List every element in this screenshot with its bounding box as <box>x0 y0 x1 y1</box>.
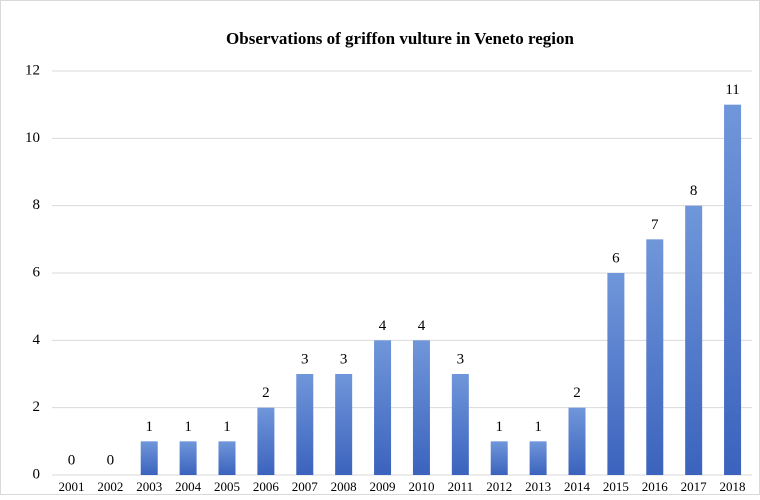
x-tick-label: 2004 <box>175 479 202 494</box>
chart-title: Observations of griffon vulture in Venet… <box>226 29 574 48</box>
bar <box>685 205 703 475</box>
bar <box>374 340 392 475</box>
x-tick-label: 2017 <box>681 479 708 494</box>
x-tick-label: 2007 <box>292 479 319 494</box>
data-label: 11 <box>725 82 739 98</box>
bar <box>607 273 625 475</box>
bar <box>646 239 664 475</box>
data-label: 8 <box>690 183 698 199</box>
data-label: 1 <box>495 419 503 435</box>
bar <box>296 374 314 475</box>
x-tick-label: 2012 <box>486 479 512 494</box>
x-tick-label: 2003 <box>136 479 162 494</box>
y-tick-label: 0 <box>33 466 41 482</box>
x-tick-label: 2009 <box>370 479 396 494</box>
bar <box>218 441 236 475</box>
bar <box>724 104 742 476</box>
x-tick-label: 2018 <box>720 479 746 494</box>
x-tick-label: 2010 <box>408 479 434 494</box>
data-label: 1 <box>223 419 231 435</box>
bar <box>568 407 586 475</box>
y-tick-label: 4 <box>33 332 41 348</box>
x-tick-label: 2005 <box>214 479 240 494</box>
y-tick-label: 8 <box>33 197 41 213</box>
x-tick-label: 2013 <box>525 479 551 494</box>
y-tick-label: 12 <box>25 62 40 78</box>
y-tick-label: 2 <box>33 399 41 415</box>
data-label: 3 <box>340 351 348 367</box>
y-tick-label: 10 <box>25 130 40 146</box>
y-tick-label: 6 <box>33 264 41 280</box>
bar <box>529 441 547 475</box>
x-tick-label: 2008 <box>331 479 357 494</box>
bar <box>412 340 430 475</box>
bar <box>257 407 275 475</box>
data-label: 3 <box>457 351 465 367</box>
x-tick-label: 2011 <box>448 479 474 494</box>
bar <box>335 374 353 475</box>
data-label: 2 <box>262 385 270 401</box>
data-label: 2 <box>573 385 581 401</box>
bar <box>179 441 197 475</box>
data-label: 6 <box>612 250 620 266</box>
data-label: 1 <box>184 419 192 435</box>
data-label: 0 <box>107 452 115 468</box>
data-label: 4 <box>418 318 426 334</box>
data-label: 3 <box>301 351 309 367</box>
bar <box>140 441 158 475</box>
bar <box>451 374 469 475</box>
data-label: 4 <box>379 318 387 334</box>
x-tick-label: 2001 <box>58 479 84 494</box>
data-label: 0 <box>68 452 76 468</box>
x-tick-label: 2016 <box>642 479 669 494</box>
data-label: 7 <box>651 217 659 233</box>
x-tick-label: 2006 <box>253 479 280 494</box>
data-label: 1 <box>145 419 153 435</box>
bar <box>490 441 508 475</box>
x-tick-label: 2002 <box>97 479 123 494</box>
x-tick-label: 2015 <box>603 479 629 494</box>
data-label: 1 <box>534 419 542 435</box>
x-tick-label: 2014 <box>564 479 591 494</box>
